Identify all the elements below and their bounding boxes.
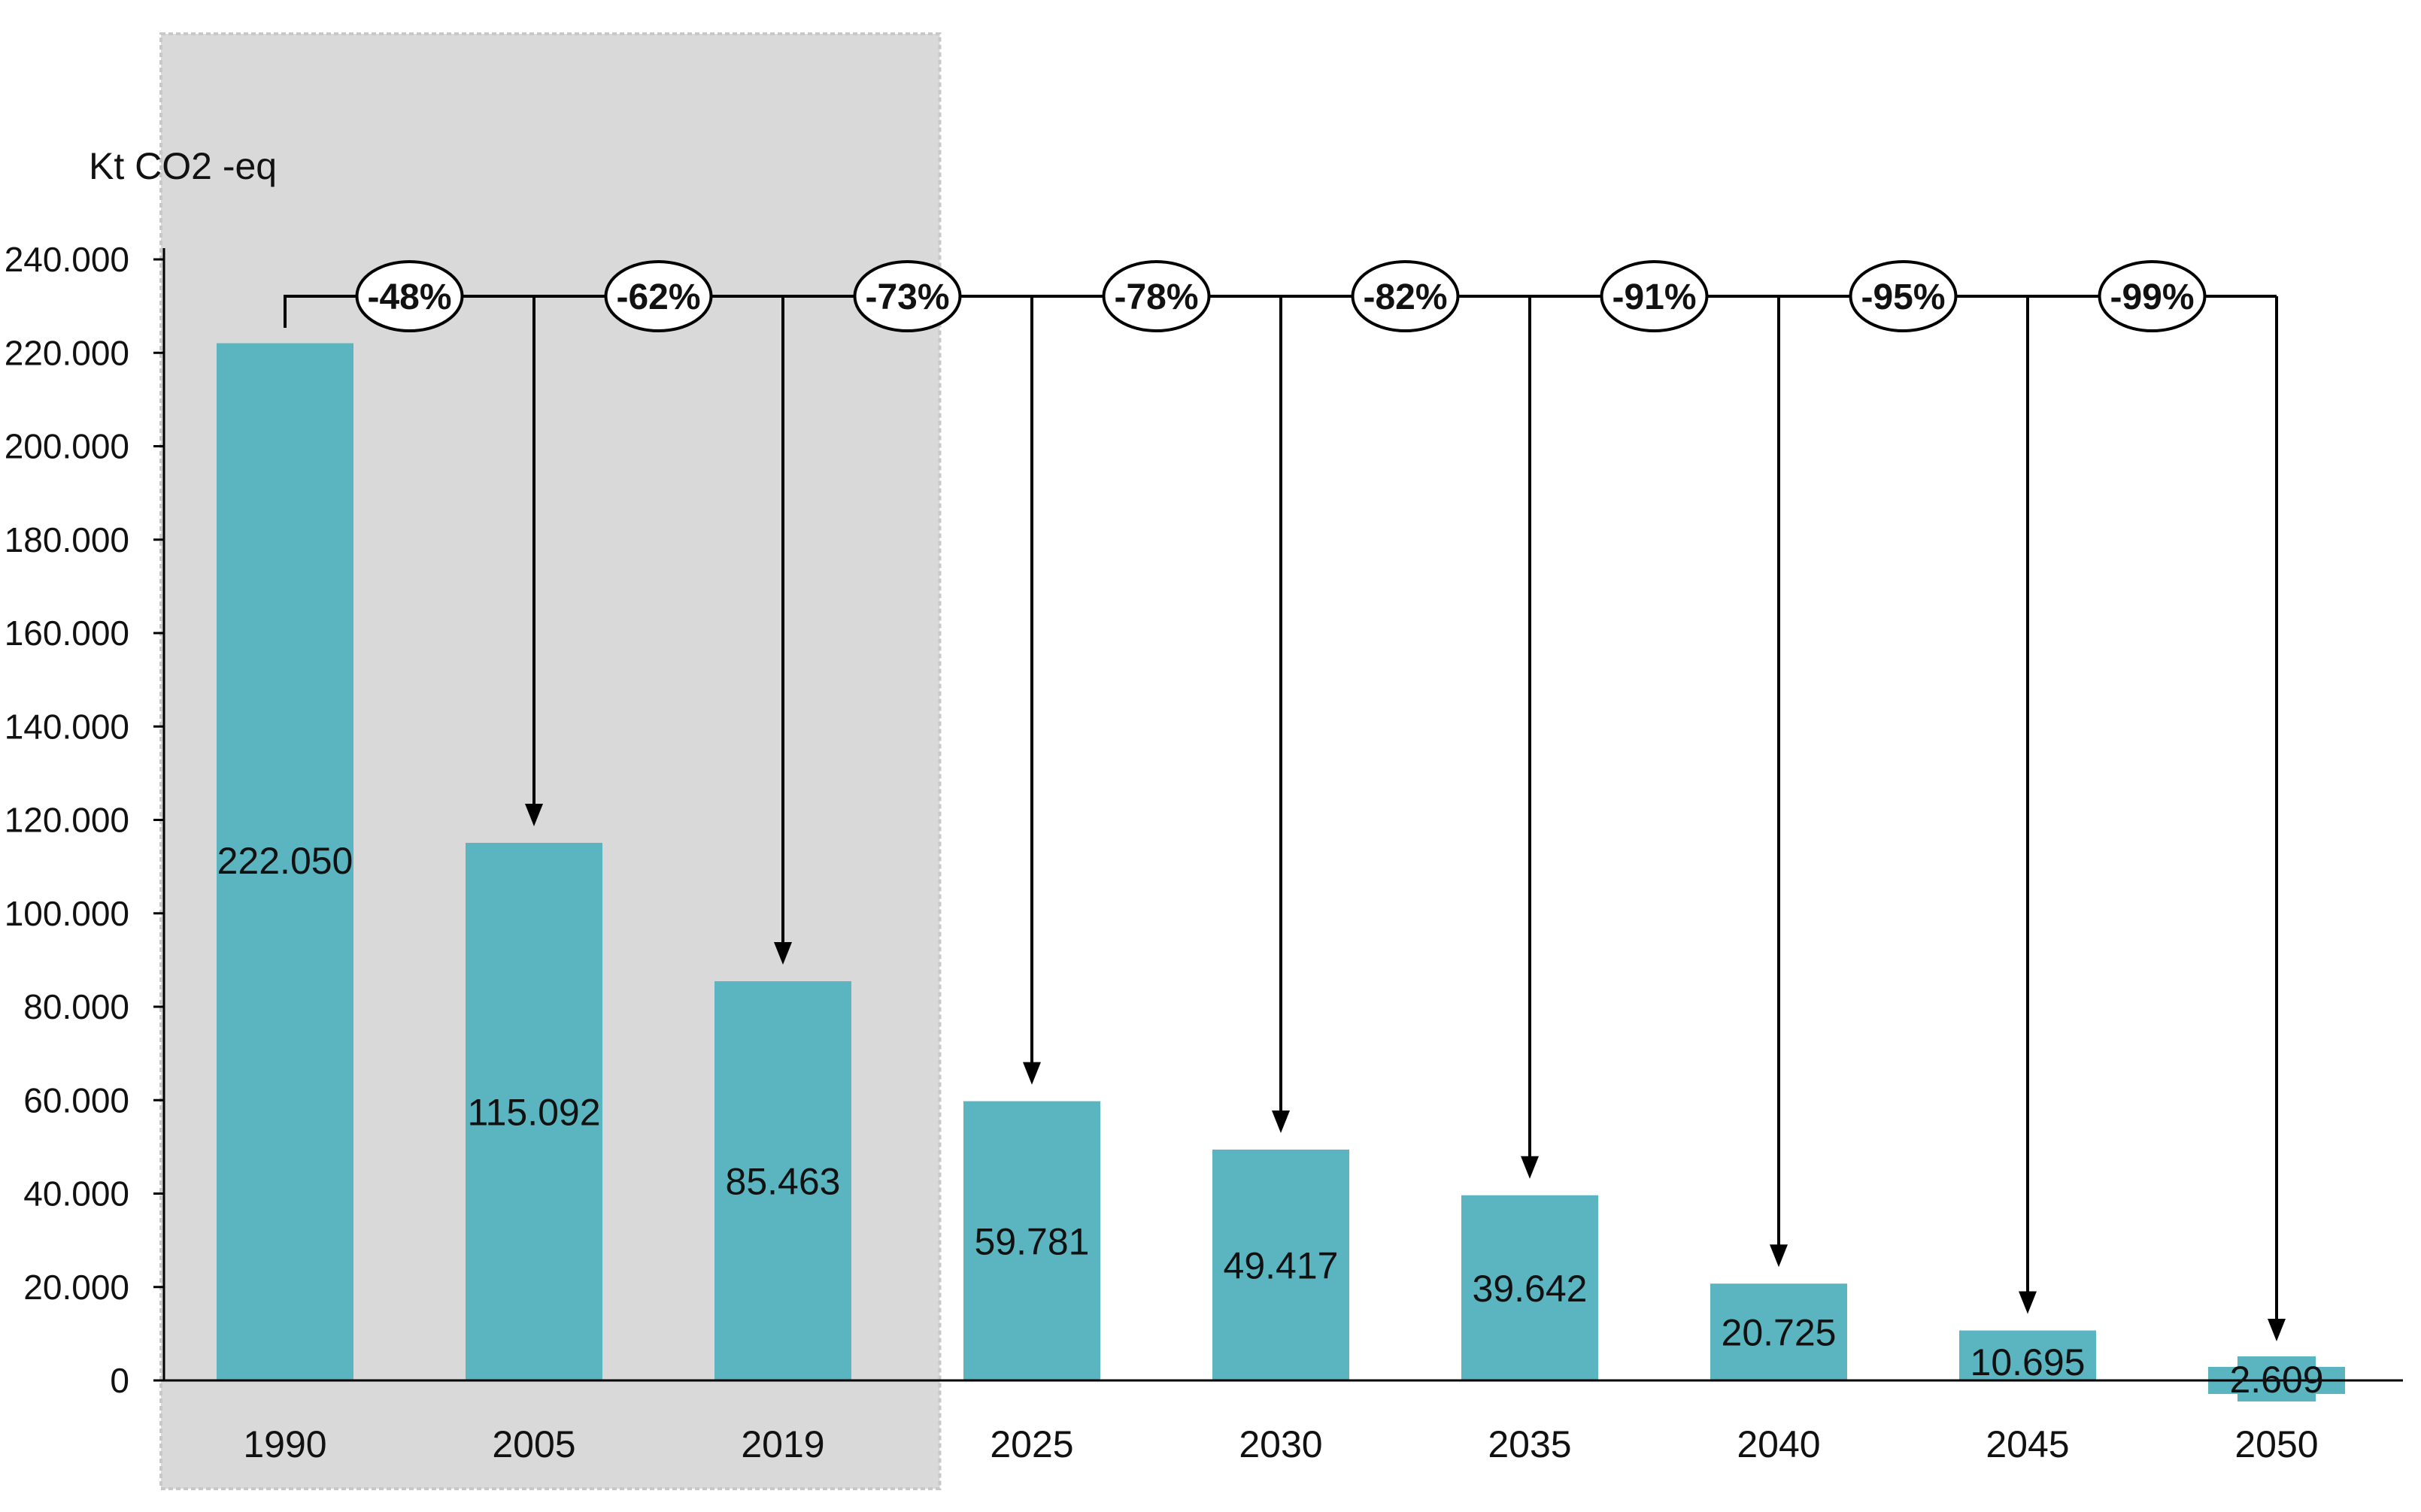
- x-tick-label: 2019: [741, 1423, 824, 1465]
- bar-value-label: 115.092: [467, 1091, 600, 1133]
- reduction-arrows: [284, 295, 2286, 1341]
- reduction-percent-label: -48%: [367, 277, 451, 317]
- bars-layer: [217, 343, 2345, 1401]
- reduction-badge-2: [853, 260, 962, 332]
- arrow-head-2045: [2019, 1291, 2037, 1314]
- reduction-percent-label: -78%: [1114, 277, 1198, 317]
- y-tick-label: 120.000: [5, 801, 129, 840]
- y-tick-label: 220.000: [5, 333, 129, 372]
- arrow-head-2040: [1770, 1244, 1788, 1268]
- y-tick-label: 200.000: [5, 427, 129, 466]
- reduction-badge-4: [1351, 260, 1460, 332]
- y-tick-label: 180.000: [5, 520, 129, 559]
- bar-value-label: 10.695: [1970, 1341, 2086, 1383]
- reduction-percent-label: -99%: [2110, 277, 2194, 317]
- bar-2019: [714, 981, 851, 1380]
- arrow-head-2025: [1023, 1062, 1041, 1085]
- x-tick-label: 2050: [2234, 1423, 2318, 1465]
- y-tick-label: 140.000: [5, 707, 129, 746]
- bar-value-label: 20.725: [1722, 1312, 1837, 1354]
- reduction-badge-7: [2098, 260, 2207, 332]
- reduction-percent-label: -91%: [1612, 277, 1696, 317]
- reduction-percent-label: -73%: [865, 277, 949, 317]
- arrow-head-2035: [1521, 1156, 1539, 1179]
- bar-value-label: 49.417: [1224, 1244, 1339, 1286]
- arrow-head-2050: [2268, 1319, 2286, 1341]
- x-tick-label: 2045: [1986, 1423, 2069, 1465]
- bar-value-label: 59.781: [975, 1220, 1090, 1262]
- bar-2025: [963, 1101, 1100, 1380]
- bar-label-box-2050: [2237, 1356, 2316, 1401]
- reduction-percent-label: -95%: [1861, 277, 1945, 317]
- arrow-head-2030: [1272, 1110, 1290, 1133]
- bar-value-label: 85.463: [726, 1161, 841, 1203]
- bar-value-labels: 222.050 115.092 85.463 59.781 49.417 39.642 20…: [217, 840, 2324, 1401]
- bar-value-label: 39.642: [1473, 1268, 1588, 1310]
- bar-2005: [466, 842, 602, 1380]
- bar-value-label: 2.609: [2229, 1359, 2323, 1401]
- y-tick-label: 160.000: [5, 614, 129, 653]
- x-tick-label: 1990: [243, 1423, 326, 1465]
- y-tick-label: 20.000: [23, 1268, 129, 1307]
- y-tick-label: 240.000: [5, 240, 129, 279]
- arrow-head-2005: [525, 803, 543, 826]
- x-axis-labels: 1990 2005 2019 2025 2030 2035 2040 2045 2050: [243, 1423, 2318, 1465]
- axes-layer: [156, 248, 2403, 1382]
- reduction-badge-0: [355, 260, 464, 332]
- bar-2045: [1959, 1330, 2096, 1380]
- y-axis-ticks: 0 20.000 40.000 60.000 80.000 100.000 120.000 1…: [5, 240, 164, 1400]
- x-tick-label: 2030: [1239, 1423, 1322, 1465]
- y-axis-unit-label: Kt CO2 -eq: [89, 145, 277, 187]
- reduction-percent-label: -82%: [1363, 277, 1447, 317]
- y-tick-label: 100.000: [5, 894, 129, 933]
- x-tick-label: 2005: [492, 1423, 575, 1465]
- arrow-head-2019: [774, 942, 792, 965]
- y-tick-label: 40.000: [23, 1174, 129, 1214]
- reduction-badge-1: [604, 260, 713, 332]
- bar-value-label: 222.050: [217, 840, 353, 882]
- x-tick-label: 2040: [1737, 1423, 1820, 1465]
- bar-2040: [1710, 1283, 1847, 1380]
- bar-2035: [1461, 1195, 1598, 1380]
- reduction-badge-6: [1849, 260, 1958, 332]
- bar-2030: [1212, 1149, 1349, 1380]
- bar-1990: [217, 343, 353, 1380]
- reduction-badge-3: [1102, 260, 1211, 332]
- reduction-percent-label: -62%: [616, 277, 700, 317]
- y-tick-label: 80.000: [23, 987, 129, 1026]
- y-tick-label: 60.000: [23, 1080, 129, 1120]
- reduction-badge-5: [1600, 260, 1709, 332]
- y-tick-label: 0: [110, 1361, 129, 1400]
- x-tick-label: 2035: [1488, 1423, 1571, 1465]
- x-tick-label: 2025: [990, 1423, 1073, 1465]
- reduction-percent-labels: -48% -62% -73% -78% -82% -91% -95% -99%: [355, 260, 2207, 332]
